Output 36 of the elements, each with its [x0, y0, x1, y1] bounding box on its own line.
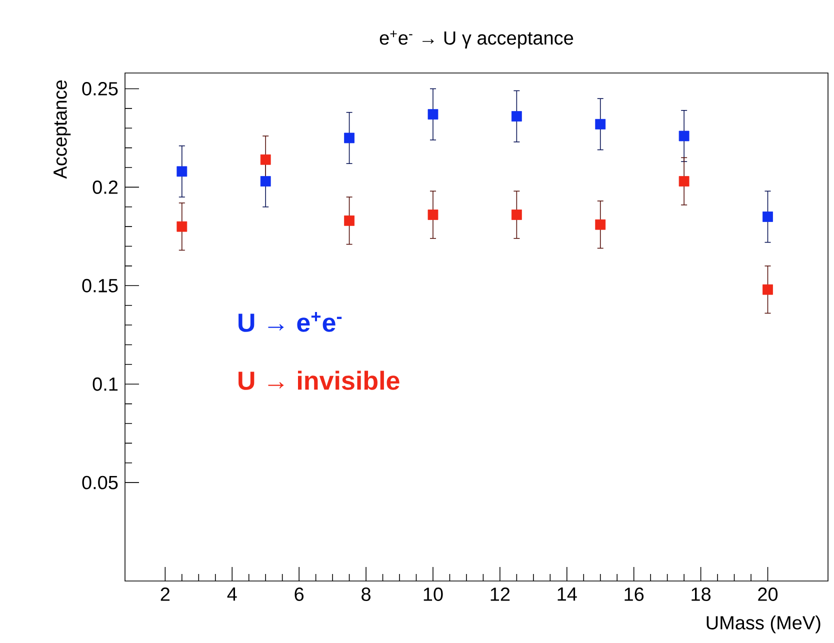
x-tick-label: 10	[424, 588, 443, 601]
x-tick-label: 6	[294, 588, 304, 601]
point	[511, 111, 522, 122]
x-tick-label: 14	[558, 588, 577, 601]
y-tick-label: 0.2	[92, 180, 118, 194]
point	[428, 210, 438, 220]
x-tick-label: 4	[227, 588, 237, 601]
y-tick-label: 0.15	[82, 278, 118, 292]
text: U → invisible	[238, 370, 400, 390]
point	[595, 118, 606, 130]
text: U → e$^{+}$e$^{-}$	[238, 312, 342, 332]
point	[260, 154, 271, 165]
point	[511, 210, 522, 220]
y-axis-title: Acceptance	[54, 80, 71, 179]
point	[762, 284, 773, 295]
point	[595, 219, 606, 230]
x-tick-label: 20	[758, 588, 778, 601]
x-tick-label: 12	[490, 588, 510, 601]
point	[678, 176, 690, 186]
x-tick-label: 8	[362, 588, 370, 601]
point	[678, 130, 690, 142]
point	[762, 212, 773, 222]
y-tick-label: 0.05	[82, 476, 118, 490]
x-tick-label: 16	[624, 588, 644, 601]
y-tick-label: 0.25	[82, 82, 118, 96]
chart-title: e$^{+}$e$^{-}$ → U γ acceptance	[380, 30, 574, 48]
point	[260, 176, 271, 186]
point	[176, 221, 188, 232]
x-axis-title: UMass (MeV)	[706, 616, 820, 634]
point	[428, 109, 438, 120]
point	[176, 166, 188, 177]
x-tick-label: 18	[692, 588, 711, 601]
x-tick-label: 2	[160, 588, 170, 601]
point	[344, 132, 354, 144]
point	[344, 215, 354, 226]
y-tick-label: 0.1	[92, 377, 118, 391]
